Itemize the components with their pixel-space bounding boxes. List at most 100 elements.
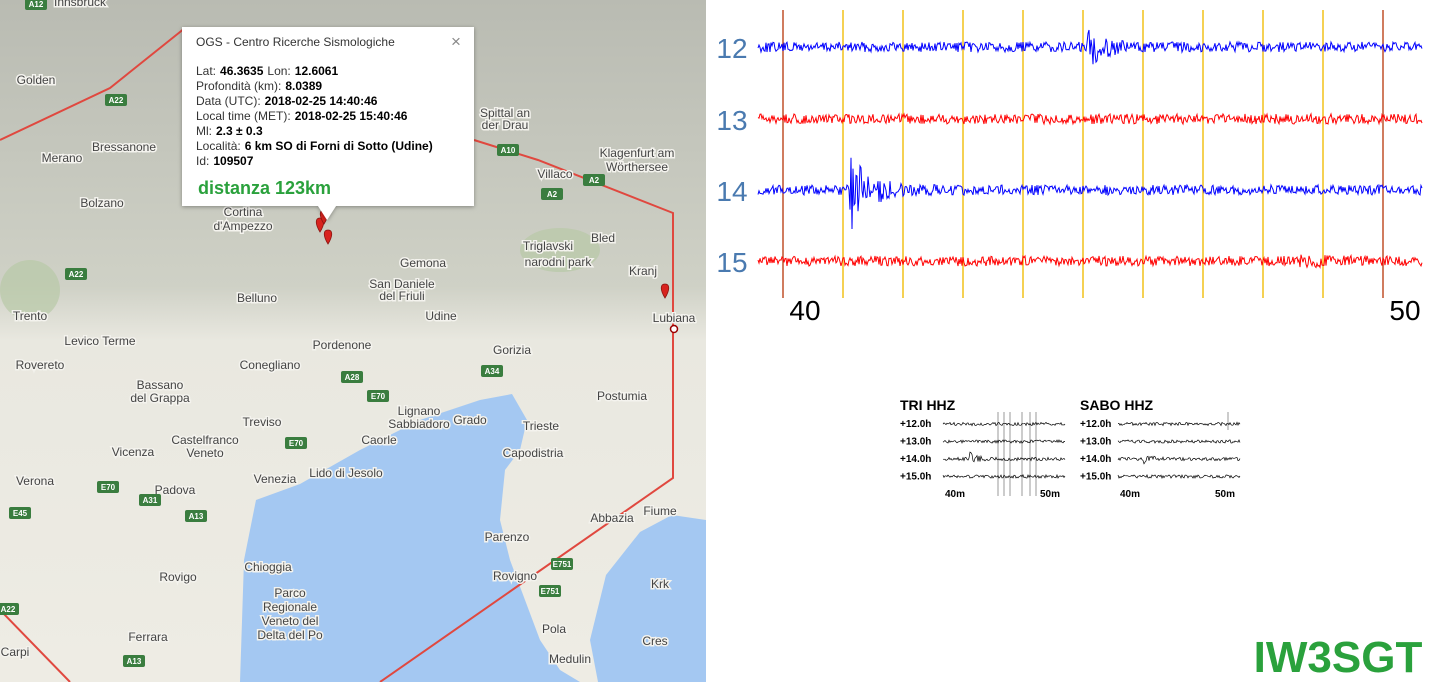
popup-label: Data (UTC): bbox=[196, 94, 261, 108]
road-label: E70 bbox=[101, 483, 116, 492]
popup-row: Lat: 46.3635 Lon: 12.6061 bbox=[196, 64, 338, 78]
road-label: E70 bbox=[371, 392, 386, 401]
place-label: Wörthersee bbox=[606, 160, 668, 174]
place-label: Ferrara bbox=[128, 630, 168, 644]
road-label: A2 bbox=[589, 176, 600, 185]
marker[interactable] bbox=[660, 283, 670, 299]
road-shield: E70 bbox=[285, 437, 307, 449]
road-shield-bg bbox=[123, 655, 145, 667]
road-shield-bg bbox=[185, 510, 207, 522]
trace bbox=[1117, 474, 1241, 479]
road-shield: A22 bbox=[65, 268, 87, 280]
popup-row: Local time (MET): 2018-02-25 15:40:46 bbox=[196, 109, 408, 123]
trace bbox=[757, 112, 1423, 126]
popup-row: Profondità (km): 8.0389 bbox=[196, 79, 322, 93]
trace bbox=[1117, 439, 1241, 444]
place-label: Parco bbox=[274, 586, 306, 600]
place-label: Lignano bbox=[398, 404, 441, 418]
city-dot bbox=[669, 324, 679, 334]
place-label: Delta del Po bbox=[257, 628, 323, 642]
road-shield-bg bbox=[583, 174, 605, 186]
place-label: Conegliano bbox=[240, 358, 301, 372]
road-shield: E70 bbox=[367, 390, 389, 402]
popup-box bbox=[182, 27, 474, 220]
road-label: E751 bbox=[541, 587, 560, 596]
place-label: Fiume bbox=[643, 504, 677, 518]
road-shield: A10 bbox=[497, 144, 519, 156]
thumb-axis-label: 40m bbox=[945, 489, 965, 500]
trace bbox=[942, 439, 1066, 444]
popup-row: Ml: 2.3 ± 0.3 bbox=[196, 124, 263, 138]
place-label: Lubiana bbox=[653, 311, 696, 325]
place-label: Venezia bbox=[254, 472, 297, 486]
trace bbox=[942, 473, 1066, 479]
road-label: A13 bbox=[127, 657, 142, 666]
place-label: der Drau bbox=[482, 118, 529, 132]
place-label: Krk bbox=[651, 577, 670, 591]
thumb-row-label: +15.0h bbox=[1080, 472, 1111, 483]
trace bbox=[1117, 455, 1241, 465]
trace bbox=[1117, 421, 1241, 427]
minute-label: 50 bbox=[1389, 295, 1420, 326]
seismogram: 12 13 14 15 40 50 bbox=[716, 10, 1423, 326]
popup-value: 12.6061 bbox=[295, 64, 339, 78]
popup-value: 46.3635 bbox=[220, 64, 264, 78]
road-shield: A31 bbox=[139, 494, 161, 506]
road-label: A13 bbox=[189, 512, 204, 521]
place-label: Cres bbox=[642, 634, 667, 648]
place-label: Capodistria bbox=[503, 446, 564, 460]
place-label: narodni park bbox=[525, 255, 593, 269]
place-label: Bled bbox=[591, 231, 615, 245]
marker[interactable] bbox=[315, 217, 325, 233]
place-label: Veneto bbox=[186, 446, 224, 460]
popup-value: 8.0389 bbox=[285, 79, 322, 93]
thumb-row-label: +13.0h bbox=[900, 437, 931, 448]
popup-close[interactable]: × bbox=[451, 32, 461, 51]
road-shield-bg bbox=[539, 585, 561, 597]
place-label: Verona bbox=[16, 474, 54, 488]
place-label: Pordenone bbox=[313, 338, 372, 352]
thumb-title: SABO HHZ bbox=[1080, 397, 1154, 413]
place-label: Cortina bbox=[224, 205, 263, 219]
place-label: San Daniele bbox=[369, 277, 435, 291]
road-label: A34 bbox=[485, 367, 500, 376]
place-label: Belluno bbox=[237, 291, 277, 305]
trace bbox=[942, 451, 1066, 463]
place-label: Rovereto bbox=[16, 358, 65, 372]
park-area bbox=[0, 260, 60, 320]
road-shield-bg bbox=[341, 371, 363, 383]
place-label: Triglavski bbox=[523, 239, 573, 253]
place-label: Trieste bbox=[523, 419, 560, 433]
thumb-row-label: +14.0h bbox=[1080, 454, 1111, 465]
thumb-row-label: +15.0h bbox=[900, 472, 931, 483]
thumb-axis-label: 50m bbox=[1040, 489, 1060, 500]
place-label: Innsbruck bbox=[54, 0, 107, 9]
road-shield-bg bbox=[9, 507, 31, 519]
road-shield-bg bbox=[105, 94, 127, 106]
road-label: A10 bbox=[501, 146, 516, 155]
road-label: A28 bbox=[345, 373, 360, 382]
place-label: Chioggia bbox=[244, 560, 292, 574]
region-border bbox=[0, 609, 71, 682]
road-label: A2 bbox=[547, 190, 558, 199]
popup-value: 2018-02-25 14:40:46 bbox=[265, 94, 378, 108]
place-label: d'Ampezzo bbox=[214, 219, 273, 233]
callsign: IW3SGT bbox=[1254, 633, 1423, 682]
hour-label: 13 bbox=[716, 105, 747, 136]
place-label: Trento bbox=[13, 309, 48, 323]
road-shield-bg bbox=[551, 558, 573, 570]
road-label: E45 bbox=[13, 509, 28, 518]
hour-label: 12 bbox=[716, 33, 747, 64]
road-shield: E70 bbox=[97, 481, 119, 493]
road-shield-bg bbox=[139, 494, 161, 506]
road-shield-bg bbox=[541, 188, 563, 200]
place-label: Castelfranco bbox=[171, 433, 239, 447]
road-shield: E45 bbox=[9, 507, 31, 519]
trace bbox=[757, 157, 1423, 230]
marker[interactable] bbox=[323, 229, 333, 245]
road-shield: A13 bbox=[185, 510, 207, 522]
road-shield: A2 bbox=[541, 188, 563, 200]
popup-label: Lat: bbox=[196, 64, 216, 78]
